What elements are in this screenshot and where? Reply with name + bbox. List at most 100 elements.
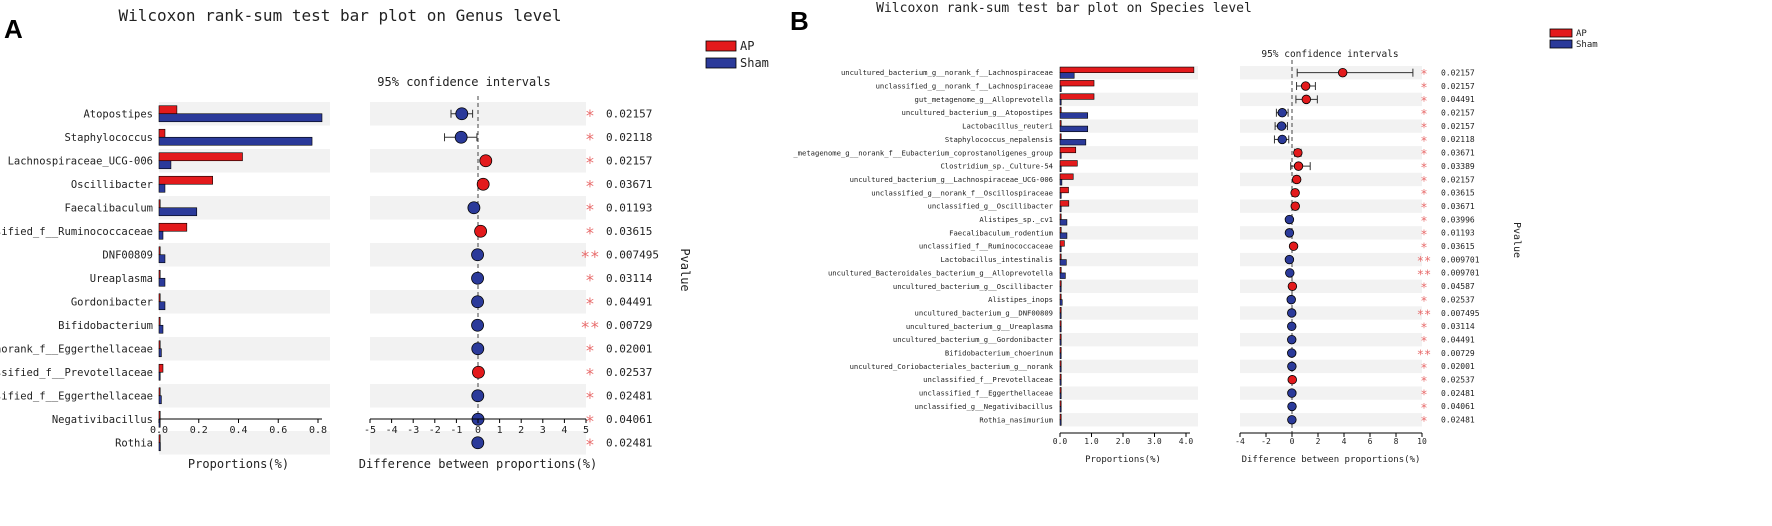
panel-a-diff-xlabel: Difference between proportions(%) — [359, 457, 597, 471]
panel-b-significance-mark: * — [1420, 134, 1427, 148]
panel-b-bar-ap — [1059, 280, 1062, 287]
panel-b-significance-mark: * — [1420, 107, 1427, 121]
panel-a-difference-point — [471, 271, 484, 285]
panel-b-bar-ap — [1059, 320, 1062, 327]
panel-a-category-label: unclassified_f__Eggerthellaceae — [0, 390, 153, 402]
panel-a-diff-tick-label: -2 — [429, 425, 441, 436]
panel-a-bar-sham — [158, 254, 166, 264]
panel-a-diff-tick-label: 0 — [475, 425, 481, 436]
panel-b-pvalue: 0.03389 — [1441, 162, 1475, 171]
panel-a-pvalue: 0.02481 — [606, 437, 652, 450]
panel-b-difference-point — [1287, 401, 1297, 412]
panel-a-difference-point — [471, 248, 484, 262]
panel-b-significance-mark: * — [1420, 214, 1427, 228]
panel-a-significance-mark: * — [585, 341, 595, 360]
panel-a-bar-ap — [158, 340, 161, 350]
panel-b-pvalue: 0.00729 — [1441, 349, 1475, 358]
panel-b-category-label: uncultured_bacterium_g__DNF00809 — [915, 308, 1053, 317]
panel-b-bar-sham — [1059, 312, 1062, 319]
panel-a-category-label: Oscillibacter — [71, 179, 153, 191]
panel-b-category-label: unclassified_f__Prevotellaceae — [923, 375, 1053, 384]
panel-b-significance-mark: * — [1420, 281, 1427, 295]
panel-a-bar-ap — [158, 128, 166, 138]
panel-b-row-shade — [1240, 279, 1422, 293]
panel-b-row-shade — [1240, 172, 1422, 187]
panel-b-row-shade — [1240, 92, 1422, 107]
panel-b-diff-tick-label: 6 — [1368, 437, 1373, 446]
panel-b-row-shade — [1240, 146, 1422, 160]
panel-b-category-label: unclassified_g__norank_f__Oscillospirace… — [871, 188, 1053, 197]
panel-b-bar-ap — [1059, 400, 1062, 407]
panel-a-difference-point — [467, 201, 481, 215]
panel-b-difference-point — [1300, 81, 1311, 91]
panel-b-significance-mark: ** — [1417, 267, 1431, 281]
panel-b-difference-point — [1337, 67, 1348, 78]
panel-a-prop-tick-label: 0.8 — [309, 425, 327, 436]
panel-b-row-shade — [1060, 279, 1198, 293]
panel-a-category-label: Atopostipes — [83, 108, 153, 120]
panel-b-category-label: unclassified_g__norank_f__Lachnospiracea… — [876, 82, 1053, 91]
panel-b-row-shade — [1240, 199, 1422, 213]
panel-b-row-shade — [1060, 333, 1198, 347]
panel-b-bar-sham — [1059, 205, 1062, 213]
panel-a-bar-ap — [158, 246, 161, 256]
panel-a-pvalue: 0.04491 — [606, 296, 652, 309]
panel-b-category-label: uncultured_bacterium_g__Gordonibacter — [893, 335, 1054, 344]
panel-b-bar-ap — [1059, 160, 1078, 167]
panel-b-category-label: Lactobacillus_reuteri — [962, 122, 1053, 131]
panel-a-pvalue-axis-label: Pvalue — [678, 248, 692, 291]
panel-a-category-label: Bifidobacterium — [58, 320, 153, 332]
panel-b-significance-mark: * — [1420, 174, 1427, 188]
panel-a-diff-tick-label: 2 — [518, 425, 524, 436]
panel-b-bar-ap — [1059, 373, 1062, 381]
panel-b-category-label: Alistipes_sp._cv1 — [979, 215, 1053, 224]
panel-b-pvalue: 0.007495 — [1441, 309, 1480, 318]
panel-a-pvalue: 0.02481 — [606, 390, 652, 403]
panel-b-bar-sham — [1059, 406, 1062, 413]
panel-a-row-shade — [159, 243, 330, 267]
panel-a-significance-mark: * — [585, 411, 595, 430]
panel-b-difference-point — [1290, 188, 1300, 198]
panel-b-pvalue: 0.02118 — [1441, 135, 1475, 144]
panel-a-significance-mark: * — [585, 153, 595, 172]
panel-b-difference-point — [1277, 134, 1287, 145]
panel-b-difference-point — [1284, 254, 1295, 265]
panel-a-bar-sham — [158, 348, 162, 358]
panel-b-bar-ap — [1059, 106, 1062, 114]
panel-a-diff-tick-label: 1 — [497, 425, 503, 436]
panel-b-row-shade — [1240, 413, 1422, 427]
panel-b-significance-mark: * — [1420, 294, 1427, 308]
panel-b-pvalue: 0.02157 — [1441, 122, 1475, 131]
panel-b-bar-ap — [1059, 66, 1195, 73]
panel-b-bar-sham — [1059, 192, 1062, 199]
panel-b-pvalue: 0.03996 — [1441, 215, 1475, 224]
panel-b-diff-tick-label: 2 — [1316, 437, 1321, 446]
panel-a-bar-ap — [158, 363, 164, 373]
panel-a-bar-ap — [158, 105, 178, 115]
panel-b-bar-ap — [1059, 80, 1095, 87]
panel-b-row-shade — [1060, 386, 1198, 400]
panel-b-category-label: Bifidobacterium_choerinum — [945, 349, 1053, 358]
panel-a-bar-ap — [158, 199, 161, 209]
panel-b-pvalue: 0.03114 — [1441, 322, 1475, 331]
panel-b-category-label: Staphylococcus_nepalensis — [945, 135, 1053, 144]
panel-a-pvalue: 0.03114 — [606, 272, 653, 285]
panel-a-prop-tick-label: 0.4 — [229, 425, 247, 436]
panel-a-pvalue: 0.02157 — [606, 108, 652, 121]
panel-b-prop-tick-label: 3.0 — [1147, 437, 1162, 446]
panel-b-difference-point — [1285, 268, 1295, 278]
panel-b-difference-point — [1287, 388, 1297, 398]
panel-b-pvalue: 0.03615 — [1441, 189, 1475, 198]
panel-a-difference-point — [474, 224, 487, 238]
panel-b-difference-point — [1290, 201, 1300, 211]
panel-b-bar-ap — [1059, 267, 1062, 274]
panel-b-prop-xlabel: Proportions(%) — [1085, 455, 1161, 465]
panel-a-legend-swatch — [705, 57, 737, 69]
panel-b-row-shade — [1240, 386, 1422, 400]
panel-b-significance-mark: * — [1420, 187, 1427, 201]
panel-a-bar-ap — [158, 269, 161, 279]
panel-b-row-shade — [1060, 252, 1198, 267]
panel-b-bar-ap — [1059, 293, 1062, 300]
panel-a-pvalue: 0.03671 — [606, 178, 652, 191]
panel-a-bar-ap — [158, 316, 161, 326]
